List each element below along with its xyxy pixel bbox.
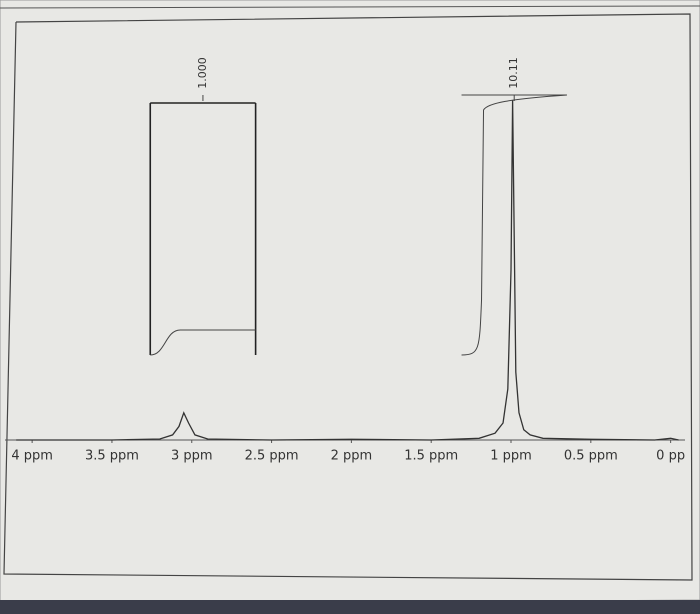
x-tick-label: 4 ppm [11, 449, 53, 464]
integral-curve [461, 94, 567, 356]
x-tick-label: 3.5 ppm [85, 449, 139, 464]
integral-bracket [149, 102, 257, 355]
integral-label: 1.000 [196, 57, 209, 89]
integral-label: 10.11 [507, 57, 520, 89]
page-rule [0, 5, 700, 9]
x-tick-label: 1.5 ppm [404, 449, 458, 464]
x-tick-label: 0.5 ppm [564, 449, 618, 464]
x-tick-label: 2.5 ppm [245, 449, 299, 464]
x-tick-label: 0 pp [656, 449, 685, 464]
frame [3, 13, 693, 581]
x-tick-label: 3 ppm [171, 449, 213, 464]
x-tick-label: 2 ppm [331, 449, 373, 464]
integral-curve [150, 329, 256, 356]
desk [0, 600, 700, 614]
spectrum-line [16, 99, 679, 441]
x-tick-label: 1 ppm [490, 449, 532, 464]
